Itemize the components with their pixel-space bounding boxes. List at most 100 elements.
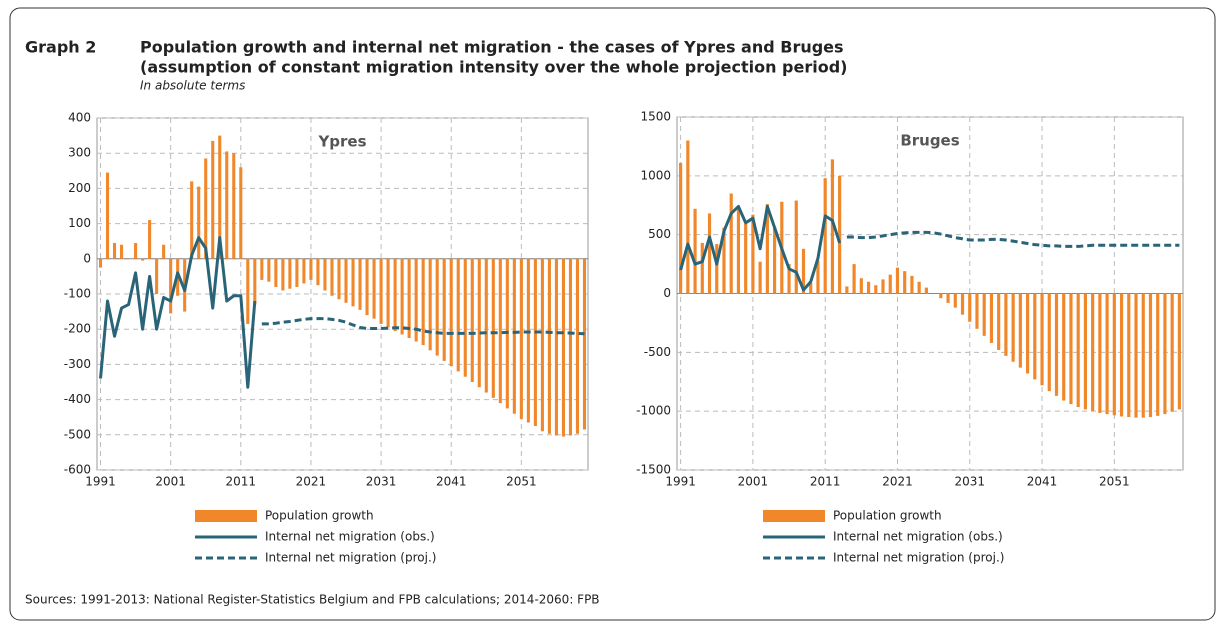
bar bbox=[274, 258, 278, 287]
bar bbox=[351, 258, 355, 307]
y-tick-label: -500 bbox=[64, 427, 91, 441]
x-tick-label: 2001 bbox=[155, 475, 186, 489]
x-tick-label: 2051 bbox=[1099, 475, 1130, 489]
bar bbox=[344, 258, 348, 303]
bar bbox=[845, 286, 849, 294]
y-tick-label: -1000 bbox=[636, 404, 671, 418]
bar bbox=[561, 258, 565, 437]
bar bbox=[1156, 293, 1160, 416]
y-tick-label: -100 bbox=[64, 287, 91, 301]
bar bbox=[1004, 293, 1008, 356]
bar bbox=[582, 258, 587, 430]
bar bbox=[449, 258, 453, 367]
line bbox=[99, 236, 257, 389]
line bbox=[846, 230, 1180, 248]
graph-label: Graph 2 bbox=[25, 38, 96, 57]
bar bbox=[939, 293, 943, 299]
bar bbox=[1011, 293, 1015, 362]
bar bbox=[526, 258, 530, 423]
y-tick-label: 200 bbox=[68, 181, 91, 195]
bar bbox=[895, 267, 900, 294]
bar bbox=[463, 258, 467, 377]
bar bbox=[1105, 293, 1109, 415]
bar bbox=[120, 244, 124, 259]
bar bbox=[246, 258, 250, 324]
bar bbox=[1040, 293, 1044, 386]
bar bbox=[874, 285, 878, 294]
bar bbox=[715, 244, 719, 294]
x-tick-label: 1991 bbox=[85, 475, 116, 489]
bar bbox=[758, 261, 762, 294]
bar bbox=[316, 258, 320, 286]
bar bbox=[1177, 293, 1181, 410]
bar bbox=[816, 260, 820, 294]
legend-label: Population growth bbox=[833, 509, 942, 523]
x-tick-label: 2011 bbox=[810, 475, 841, 489]
x-tick-label: 2041 bbox=[1027, 475, 1058, 489]
bar bbox=[267, 258, 271, 282]
y-tick-label: 300 bbox=[68, 146, 91, 160]
bar bbox=[1054, 293, 1059, 396]
bar bbox=[358, 258, 362, 310]
bar bbox=[253, 258, 257, 305]
title-line: (assumption of constant migration intens… bbox=[140, 58, 847, 77]
x-tick-label: 1991 bbox=[665, 475, 696, 489]
bar bbox=[218, 135, 222, 259]
bar bbox=[98, 258, 103, 268]
bar bbox=[946, 293, 950, 303]
bar bbox=[968, 293, 972, 322]
bar bbox=[1148, 293, 1153, 418]
bar bbox=[989, 293, 994, 343]
bar bbox=[910, 275, 914, 294]
bar bbox=[428, 258, 432, 351]
bar bbox=[393, 258, 397, 331]
bar bbox=[1170, 293, 1174, 412]
bar bbox=[751, 214, 755, 294]
y-tick-label: -1500 bbox=[636, 463, 671, 477]
bar bbox=[309, 258, 313, 280]
bar bbox=[859, 278, 863, 294]
bar bbox=[519, 258, 523, 419]
bar bbox=[1098, 293, 1102, 413]
bar bbox=[765, 204, 769, 294]
bar bbox=[1076, 293, 1080, 408]
bar bbox=[442, 258, 446, 361]
bar bbox=[169, 258, 173, 314]
bar bbox=[881, 279, 885, 294]
bar bbox=[809, 282, 813, 294]
bar bbox=[1119, 293, 1124, 417]
bar bbox=[1025, 293, 1030, 374]
bar bbox=[211, 140, 215, 259]
bar bbox=[260, 258, 264, 280]
chart-title: Ypres bbox=[317, 133, 366, 151]
x-tick-label: 2021 bbox=[882, 475, 913, 489]
bar bbox=[407, 258, 411, 338]
bar bbox=[547, 258, 551, 434]
bar bbox=[281, 258, 285, 291]
bar bbox=[554, 258, 558, 436]
bar bbox=[729, 193, 733, 294]
bar bbox=[903, 271, 907, 294]
bar bbox=[372, 258, 376, 319]
bar bbox=[330, 258, 334, 296]
y-tick-label: 1000 bbox=[640, 168, 671, 182]
bar bbox=[1134, 293, 1138, 418]
bar bbox=[337, 258, 341, 300]
x-tick-label: 2041 bbox=[436, 475, 467, 489]
bar bbox=[288, 258, 292, 289]
bar bbox=[866, 281, 871, 294]
x-tick-label: 2011 bbox=[226, 475, 257, 489]
bar bbox=[190, 181, 194, 259]
bar bbox=[302, 258, 306, 284]
y-tick-label: -300 bbox=[64, 357, 91, 371]
x-tick-label: 2031 bbox=[954, 475, 985, 489]
bar bbox=[852, 264, 856, 294]
bar bbox=[197, 186, 201, 259]
x-tick-label: 2021 bbox=[296, 475, 327, 489]
bar bbox=[435, 258, 439, 356]
bar bbox=[975, 293, 979, 329]
y-tick-label: 1500 bbox=[640, 110, 671, 124]
bar bbox=[232, 153, 236, 259]
bar bbox=[491, 258, 495, 398]
